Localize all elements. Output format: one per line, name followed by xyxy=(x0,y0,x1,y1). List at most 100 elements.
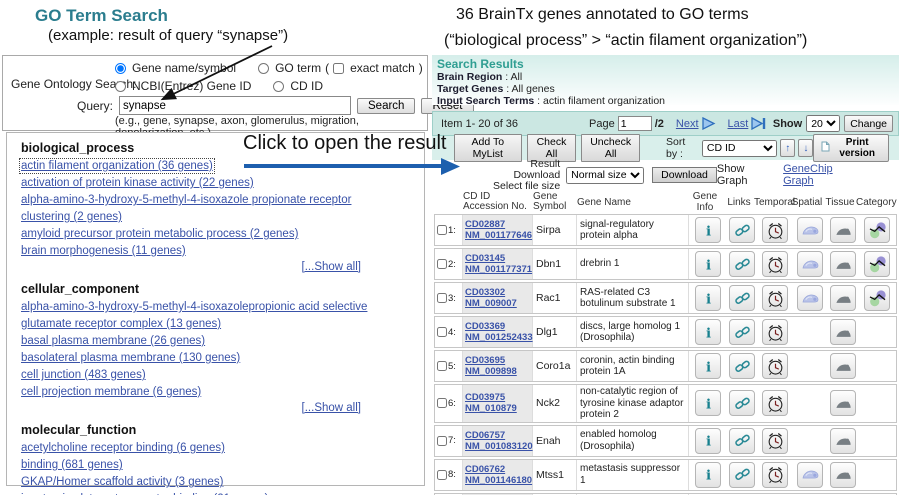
row-checkbox[interactable] xyxy=(437,327,447,337)
tissue-icon[interactable] xyxy=(830,461,856,488)
row-checkbox[interactable] xyxy=(437,225,447,235)
go-term-link[interactable]: cell projection membrane (6 genes) xyxy=(21,386,202,398)
cd-id-link[interactable]: CD03369 xyxy=(465,321,506,332)
sort-by-select[interactable]: CD ID xyxy=(701,139,778,157)
links-icon[interactable] xyxy=(729,251,755,277)
cd-id-link[interactable]: CD03975 xyxy=(465,392,506,404)
temporal-icon[interactable] xyxy=(762,461,788,488)
radio-cd-id[interactable] xyxy=(273,80,285,92)
temporal-icon[interactable] xyxy=(762,427,788,454)
genechip-graph-link[interactable]: GeneChip Graph xyxy=(783,163,833,187)
cd-id-link[interactable]: CD03145 xyxy=(465,253,506,264)
tissue-icon[interactable] xyxy=(830,390,856,417)
links-icon[interactable] xyxy=(729,427,755,454)
print-version-button[interactable]: Print version xyxy=(813,134,889,162)
temporal-icon[interactable] xyxy=(762,319,788,345)
cd-id-link[interactable]: CD06757 xyxy=(465,429,506,441)
radio-gene-name-symbol[interactable] xyxy=(115,62,126,74)
query-input[interactable] xyxy=(119,96,352,115)
spatial-icon[interactable] xyxy=(797,285,823,311)
show-all-link[interactable]: [...Show all] xyxy=(301,402,361,414)
add-to-mylist-button[interactable]: Add To MyList xyxy=(454,134,522,162)
links-icon[interactable] xyxy=(729,461,755,488)
gene-info-icon[interactable]: i xyxy=(695,427,721,454)
go-term-link[interactable]: acetylcholine receptor binding (6 genes) xyxy=(21,442,225,454)
check-all-button[interactable]: Check All xyxy=(526,134,577,162)
search-button[interactable]: Search xyxy=(357,97,416,114)
next-page-icon[interactable] xyxy=(701,117,716,130)
radio-go-term[interactable] xyxy=(258,62,270,74)
row-checkbox[interactable] xyxy=(437,293,447,303)
change-button[interactable]: Change xyxy=(844,115,893,132)
temporal-icon[interactable] xyxy=(762,353,788,379)
temporal-icon[interactable] xyxy=(762,285,788,311)
uncheck-all-button[interactable]: Uncheck All xyxy=(581,134,641,162)
gene-info-icon[interactable]: i xyxy=(695,319,721,345)
temporal-icon[interactable] xyxy=(762,217,788,243)
accession-link[interactable]: NM_001177371 xyxy=(465,264,533,275)
accession-link[interactable]: NM_001146180 xyxy=(465,474,533,486)
page-input[interactable] xyxy=(617,116,652,131)
go-term-link[interactable]: basal plasma membrane (26 genes) xyxy=(21,335,206,347)
exact-match-checkbox[interactable] xyxy=(333,62,345,74)
file-size-select[interactable]: Normal size xyxy=(566,166,645,184)
spatial-icon[interactable] xyxy=(797,461,823,488)
tissue-icon[interactable] xyxy=(830,217,856,243)
links-icon[interactable] xyxy=(729,319,755,345)
tissue-icon[interactable] xyxy=(830,353,856,379)
sort-descending-button[interactable]: ↓ xyxy=(798,139,814,157)
gene-info-icon[interactable]: i xyxy=(695,353,721,379)
tissue-icon[interactable] xyxy=(830,251,856,277)
accession-link[interactable]: NM_010879 xyxy=(465,403,517,415)
go-term-link[interactable]: activation of protein kinase activity (2… xyxy=(21,177,254,189)
category-icon[interactable] xyxy=(864,217,890,243)
go-term-link[interactable]: cell junction (483 genes) xyxy=(21,369,146,381)
go-term-link[interactable]: alpha-amino-3-hydroxy-5-methyl-4-isoxazo… xyxy=(21,194,352,223)
category-icon[interactable] xyxy=(864,285,890,311)
tissue-icon[interactable] xyxy=(830,285,856,311)
row-checkbox[interactable] xyxy=(437,469,447,480)
cd-id-link[interactable]: CD03695 xyxy=(465,355,506,366)
go-term-link[interactable]: alpha-amino-3-hydroxy-5-methyl-4-isoxazo… xyxy=(21,301,368,330)
radio-ncbi-gene-id[interactable] xyxy=(115,80,126,92)
accession-link[interactable]: NM_001252433 xyxy=(465,332,533,343)
spatial-icon[interactable] xyxy=(797,217,823,243)
go-term-link[interactable]: GKAP/Homer scaffold activity (3 genes) xyxy=(21,476,224,488)
gene-info-icon[interactable]: i xyxy=(695,390,721,417)
links-icon[interactable] xyxy=(729,353,755,379)
tissue-icon[interactable] xyxy=(830,427,856,454)
tissue-icon[interactable] xyxy=(830,319,856,345)
row-checkbox[interactable] xyxy=(437,435,447,446)
accession-link[interactable]: NM_009898 xyxy=(465,366,517,377)
temporal-icon[interactable] xyxy=(762,390,788,417)
go-term-link[interactable]: actin filament organization (36 genes) xyxy=(19,158,215,174)
accession-link[interactable]: NM_001083120 xyxy=(465,440,533,452)
cd-id-link[interactable]: CD06762 xyxy=(465,463,506,475)
row-checkbox[interactable] xyxy=(437,361,447,371)
accession-link[interactable]: NM_001177646 xyxy=(465,230,533,241)
last-page-icon[interactable] xyxy=(750,117,767,130)
links-icon[interactable] xyxy=(729,217,755,243)
links-icon[interactable] xyxy=(729,390,755,417)
next-page-link[interactable]: Next xyxy=(675,117,699,130)
show-count-select[interactable]: 20 xyxy=(806,115,841,132)
accession-link[interactable]: NM_009007 xyxy=(465,298,517,309)
download-button[interactable]: Download xyxy=(652,167,717,183)
gene-info-icon[interactable]: i xyxy=(695,217,721,243)
spatial-icon[interactable] xyxy=(797,251,823,277)
links-icon[interactable] xyxy=(729,285,755,311)
go-term-link[interactable]: amyloid precursor protein metabolic proc… xyxy=(21,228,299,240)
gene-info-icon[interactable]: i xyxy=(695,461,721,488)
sort-ascending-button[interactable]: ↑ xyxy=(780,139,796,157)
cd-id-link[interactable]: CD02887 xyxy=(465,219,506,230)
cd-id-link[interactable]: CD03302 xyxy=(465,287,506,298)
gene-info-icon[interactable]: i xyxy=(695,285,721,311)
row-checkbox[interactable] xyxy=(437,398,447,409)
last-page-link[interactable]: Last xyxy=(727,117,749,130)
category-icon[interactable] xyxy=(864,251,890,277)
row-checkbox[interactable] xyxy=(437,259,447,269)
go-term-link[interactable]: binding (681 genes) xyxy=(21,459,123,471)
gene-info-icon[interactable]: i xyxy=(695,251,721,277)
go-term-link[interactable]: ionotropic glutamate receptor binding (2… xyxy=(21,493,268,495)
temporal-icon[interactable] xyxy=(762,251,788,277)
